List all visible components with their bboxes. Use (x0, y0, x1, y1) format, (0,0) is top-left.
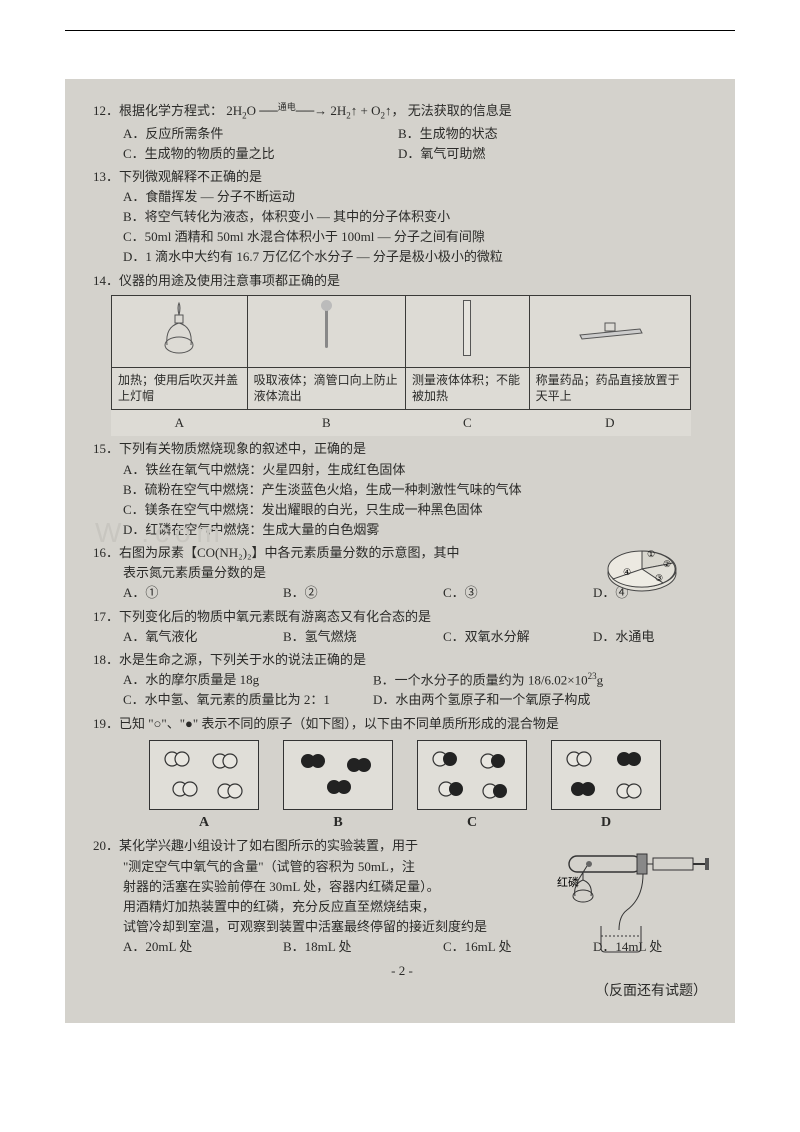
q20-opt-a: A．20mL 处 (123, 937, 283, 957)
q16-opt-c: C．③ (443, 583, 593, 603)
pie-label-3: ③ (655, 573, 663, 583)
q12-stem: 12．根据化学方程式： 2H2O ──通电──→ 2H2↑ + O2↑， 无法获… (93, 101, 711, 124)
q19-box-d (551, 740, 661, 810)
q16-pie-chart: ① ② ③ ④ (603, 543, 681, 595)
alcohol-lamp-icon (159, 301, 199, 355)
q19-label-a: A (149, 812, 259, 834)
q15-opt-a: A．铁丝在氧气中燃烧：火星四射，生成红色固体 (93, 460, 711, 480)
q19-labels: A B C D (149, 812, 711, 834)
q13-opt-b: B．将空气转化为液态，体积变小 — 其中的分子体积变小 (93, 207, 711, 227)
q14-cell-c: 测量液体体积；不能被加热 (405, 367, 529, 410)
pie-label-1: ① (647, 549, 655, 559)
question-13: 13．下列微观解释不正确的是 A．食醋挥发 — 分子不断运动 B．将空气转化为液… (93, 167, 711, 268)
q18-opt-b: B．一个水分子的质量约为 18/6.02×1023g (373, 670, 603, 690)
q14-img-cylinder (405, 295, 529, 367)
q14-label-a: A (112, 410, 248, 437)
question-18: 18．水是生命之源，下列关于水的说法正确的是 A．水的摩尔质量是 18g B．一… (93, 650, 711, 711)
q14-label-d: D (529, 410, 690, 437)
q14-cell-b: 吸取液体；滴管口向上防止液体流出 (247, 367, 405, 410)
q18-opt-c: C．水中氢、氧元素的质量比为 2：1 (123, 690, 373, 710)
q14-label-b: B (247, 410, 405, 437)
q19-box-c (417, 740, 527, 810)
flip-note: （反面还有试题） (93, 981, 711, 1003)
q17-opt-b: B．氢气燃烧 (283, 627, 443, 647)
q13-opt-d: D．1 滴水中大约有 16.7 万亿亿个水分子 — 分子是极小极小的微粒 (93, 247, 711, 267)
page-number: - 2 - (93, 961, 711, 981)
question-19: 19．已知 "○"、"●" 表示不同的原子（如下图），以下由不同单质所形成的混合… (93, 714, 711, 834)
q19-label-c: C (417, 812, 527, 834)
q14-stem: 14．仪器的用途及使用注意事项都正确的是 (93, 271, 711, 291)
q20-apparatus-diagram: 红磷 (557, 838, 717, 958)
question-14: 14．仪器的用途及使用注意事项都正确的是 (93, 271, 711, 437)
q12-prefix: 12．根据化学方程式： (93, 103, 223, 118)
q17-stem: 17．下列变化后的物质中氧元素既有游离态又有化合态的是 (93, 607, 711, 627)
top-rule (65, 30, 735, 31)
balance-icon (575, 313, 645, 343)
q13-stem: 13．下列微观解释不正确的是 (93, 167, 711, 187)
pie-label-4: ④ (623, 567, 631, 577)
q13-opt-c: C．50ml 酒精和 50ml 水混合体积小于 100ml — 分子之间有间隙 (93, 227, 711, 247)
q18-opt-d: D．水由两个氢原子和一个氧原子构成 (373, 690, 590, 710)
q18-stem: 18．水是生命之源，下列关于水的说法正确的是 (93, 650, 711, 670)
q12-opt-b: B．生成物的状态 (398, 124, 498, 144)
question-12: 12．根据化学方程式： 2H2O ──通电──→ 2H2↑ + O2↑， 无法获… (93, 101, 711, 164)
question-15: 15．下列有关物质燃烧现象的叙述中，正确的是 A．铁丝在氧气中燃烧：火星四射，生… (93, 439, 711, 540)
question-16: ① ② ③ ④ 16．右图为尿素【CO(NH₂)₂】中各元素质量分数的示意图，其… (93, 543, 711, 603)
q13-opt-a: A．食醋挥发 — 分子不断运动 (93, 187, 711, 207)
question-20: 红磷 20．某化学兴趣小组设计了如右图所示的实验装置，用于 "测定空气中氧气的含… (93, 836, 711, 957)
q16-opt-a: A．① (123, 583, 283, 603)
q19-stem: 19．已知 "○"、"●" 表示不同的原子（如下图），以下由不同单质所形成的混合… (93, 714, 711, 734)
q12-opt-a: A．反应所需条件 (123, 124, 398, 144)
q17-opt-d: D．水通电 (593, 627, 654, 647)
q19-label-b: B (283, 812, 393, 834)
q15-opt-d: D．红磷在空气中燃烧：生成大量的白色烟雾 (93, 520, 711, 540)
pie-label-2: ② (663, 559, 671, 569)
scanned-exam-content: W .com 12．根据化学方程式： 2H2O ──通电──→ 2H2↑ + O… (65, 79, 735, 1023)
question-17: 17．下列变化后的物质中氧元素既有游离态又有化合态的是 A．氧气液化 B．氢气燃… (93, 607, 711, 647)
q18-opt-a: A．水的摩尔质量是 18g (123, 670, 373, 690)
q14-img-lamp (112, 295, 248, 367)
q14-cell-d: 称量药品；药品直接放置于天平上 (529, 367, 690, 410)
q12-equation: 2H2O ──通电──→ 2H2↑ + O2↑， (226, 103, 404, 118)
q17-opt-c: C．双氧水分解 (443, 627, 593, 647)
q14-img-dropper (247, 295, 405, 367)
q19-label-d: D (551, 812, 661, 834)
q14-table: 加热；使用后吹灭并盖上灯帽 吸取液体；滴管口向上防止液体流出 测量液体体积；不能… (111, 295, 691, 437)
q17-opt-a: A．氧气液化 (123, 627, 283, 647)
q12-suffix: 无法获取的信息是 (408, 103, 512, 118)
q19-box-a (149, 740, 259, 810)
q15-opt-b: B．硫粉在空气中燃烧：产生淡蓝色火焰，生成一种刺激性气味的气体 (93, 480, 711, 500)
q15-stem: 15．下列有关物质燃烧现象的叙述中，正确的是 (93, 439, 711, 459)
q12-opt-d: D．氧气可助燃 (398, 144, 485, 164)
q20-red-p-label: 红磷 (557, 876, 579, 889)
page: W .com 12．根据化学方程式： 2H2O ──通电──→ 2H2↑ + O… (0, 0, 800, 1043)
q14-label-c: C (405, 410, 529, 437)
q20-opt-b: B．18mL 处 (283, 937, 443, 957)
q15-opt-c: C．镁条在空气中燃烧：发出耀眼的白光，只生成一种黑色固体 (93, 500, 711, 520)
q12-opt-c: C．生成物的物质的量之比 (123, 144, 398, 164)
q16-opt-b: B．② (283, 583, 443, 603)
q19-box-b (283, 740, 393, 810)
q19-diagram-row (149, 740, 711, 810)
q14-img-balance (529, 295, 690, 367)
q14-cell-a: 加热；使用后吹灭并盖上灯帽 (112, 367, 248, 410)
